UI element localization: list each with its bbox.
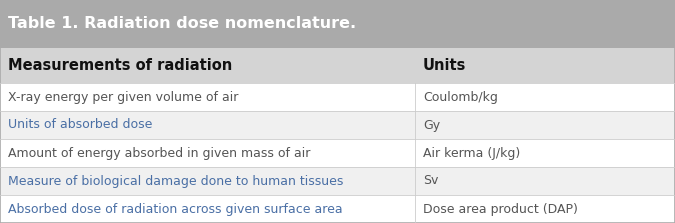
Bar [0, 139, 675, 167]
Text: Sv: Sv [423, 175, 439, 188]
Bar [0, 111, 675, 139]
Text: Units of absorbed dose: Units of absorbed dose [8, 118, 153, 132]
Text: X-ray energy per given volume of air: X-ray energy per given volume of air [8, 91, 238, 103]
Text: Coulomb/kg: Coulomb/kg [423, 91, 498, 103]
Text: Units: Units [423, 58, 466, 73]
Text: Absorbed dose of radiation across given surface area: Absorbed dose of radiation across given … [8, 202, 343, 215]
Text: Measure of biological damage done to human tissues: Measure of biological damage done to hum… [8, 175, 344, 188]
Text: Dose area product (DAP): Dose area product (DAP) [423, 202, 578, 215]
Text: Measurements of radiation: Measurements of radiation [8, 58, 232, 73]
Text: Table 1. Radiation dose nomenclature.: Table 1. Radiation dose nomenclature. [8, 17, 356, 31]
Bar [0, 167, 675, 195]
Text: Air kerma (J/kg): Air kerma (J/kg) [423, 147, 520, 159]
Text: Gy: Gy [423, 118, 440, 132]
Text: Amount of energy absorbed in given mass of air: Amount of energy absorbed in given mass … [8, 147, 311, 159]
Bar [0, 48, 675, 83]
Bar [0, 0, 675, 48]
Bar [0, 195, 675, 223]
Bar [0, 83, 675, 111]
